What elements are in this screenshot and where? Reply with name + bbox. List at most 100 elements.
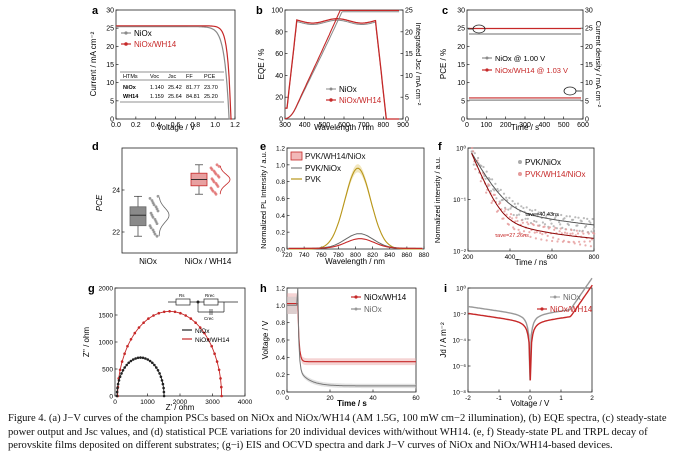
- nio-trpl-point: [589, 221, 592, 224]
- wh14-trpl-point: [574, 234, 577, 237]
- y-tick-label: 30: [106, 8, 114, 15]
- x-tick-label: 740: [299, 252, 310, 259]
- nio-trpl-point: [538, 224, 541, 227]
- x-tick-label: 400: [538, 122, 550, 129]
- y-tick-label: 100: [271, 8, 283, 15]
- wh14-trpl-point: [570, 228, 573, 232]
- nio-trpl-point: [578, 229, 581, 232]
- nio-trpl-point: [590, 230, 593, 233]
- x-tick-label: 20: [326, 395, 334, 402]
- pce-box-chart: d 22 24 NiOx NiOx / WH14 PCE: [92, 141, 238, 266]
- device-point: [154, 205, 158, 209]
- nio-trpl-point: [565, 215, 568, 218]
- x-tick-label: -1: [496, 395, 502, 402]
- wh14-trpl-point: [590, 238, 594, 241]
- eis-chart: g 0 1000 2000 3000 4000 0 500 1000 1500 2000 Rs R…: [82, 283, 253, 412]
- category-wh14: NiOx / WH14: [185, 257, 232, 266]
- tau-wh14-annotation: τave=27.26ns: [495, 233, 529, 239]
- x-tick-label: 860: [401, 252, 412, 259]
- wh14-trpl-point: [568, 241, 571, 244]
- legend-nio: NiOx: [339, 85, 357, 94]
- nio-trpl-point: [582, 217, 585, 220]
- wh14-trpl-point: [508, 216, 511, 219]
- nio-trpl-point: [568, 215, 571, 218]
- circuit-rs: Rs: [179, 293, 185, 298]
- wh14-trpl-point: [544, 232, 547, 235]
- x-tick-label: 0: [285, 395, 289, 402]
- x-axis-label: Voltage / V: [511, 399, 550, 408]
- nio-trpl-point: [588, 220, 591, 223]
- y-tick-label: 80: [275, 29, 283, 36]
- legend-nio: PVK/NiOx: [305, 164, 341, 173]
- y-tick-label: 20: [275, 95, 283, 102]
- x-tick-label: 800: [377, 122, 389, 129]
- panel-g: g 0 1000 2000 3000 4000 0 500 1000 1500 2000 Rs R…: [80, 280, 255, 412]
- device-point: [156, 209, 160, 213]
- y-tick-label: 0: [109, 394, 113, 401]
- y-axis-label: PCE / %: [439, 49, 448, 79]
- nio-trpl-point: [543, 223, 547, 226]
- x-tick-label: 300: [279, 122, 291, 129]
- wh14-trpl-point: [514, 220, 517, 223]
- wh14-trpl-point: [579, 243, 582, 246]
- wh14-trpl-point: [503, 210, 506, 213]
- y-tick-label: 0: [461, 117, 465, 124]
- device-point: [210, 168, 214, 171]
- wh14-pl-curve: [288, 238, 423, 249]
- nio-trpl-point: [521, 218, 524, 221]
- nio-trpl-point: [520, 205, 523, 208]
- nio-trpl-point: [581, 229, 584, 232]
- legend-wh14: NiOx/WH14: [195, 337, 230, 344]
- wh14-trpl-point: [543, 225, 546, 228]
- wh14-trpl-point: [522, 230, 526, 233]
- x-axis-label: Z' / ohm: [166, 403, 195, 412]
- nio-trpl-point: [548, 212, 551, 216]
- legend: NiOx @ 1.00 V NiOx/WH14 @ 1.03 V: [482, 54, 568, 75]
- y-axis-label: Z'' / ohm: [82, 327, 91, 358]
- nio-trpl-point: [491, 178, 494, 181]
- legend-nio: NiOx @ 1.00 V: [495, 54, 545, 63]
- y-tick-label: 10⁻²: [453, 312, 467, 319]
- y-tick-label: 1.0: [276, 303, 285, 310]
- wh14-trpl-point: [573, 242, 576, 245]
- wh14-trpl-point: [569, 232, 572, 235]
- wh14-ocvd-curve: [287, 303, 416, 363]
- y-tick-label: 0.0: [276, 247, 285, 254]
- panel-i: i -2 -1 0 1 2 10⁻⁸ 10⁻⁶ 10⁻⁴ 10⁻² 10⁰ NiOx NiOx/W…: [430, 277, 600, 412]
- y-tick-label: 30: [457, 8, 465, 15]
- device-point: [212, 180, 216, 184]
- nio-trpl-point: [554, 215, 557, 218]
- panel-label-h: h: [260, 283, 267, 295]
- circuit-crec: Crec: [204, 316, 214, 321]
- x-tick-label: 0.8: [190, 122, 200, 129]
- x-tick-label: 1.0: [210, 122, 220, 129]
- wh14-jv-curve: [116, 25, 232, 120]
- y-tick-label: 0.8: [276, 320, 285, 327]
- device-point: [211, 189, 215, 193]
- nio-trpl-point: [561, 226, 564, 229]
- x-tick-label: 300: [519, 122, 531, 129]
- y-tick-label: 0: [279, 117, 283, 124]
- nio-trpl-point: [472, 163, 475, 166]
- y-tick-label: 2000: [99, 286, 114, 293]
- y-tick-label: 1.2: [276, 146, 285, 153]
- y-tick-label: 20: [106, 44, 114, 51]
- y-tick-label: 10⁻²: [453, 249, 467, 256]
- nio-trpl-point: [515, 214, 519, 217]
- device-point: [150, 213, 154, 217]
- density-curve: [219, 165, 231, 195]
- table-cell: 25.64: [168, 94, 182, 100]
- wh14-trpl-point: [528, 231, 531, 234]
- nio-trpl-point: [567, 223, 570, 227]
- nio-trpl-point: [518, 213, 521, 216]
- wh14-trpl-point: [499, 201, 502, 205]
- nio-trpl-point: [592, 227, 595, 230]
- x-tick-label: 760: [316, 252, 327, 259]
- table-header: PCE: [204, 74, 216, 80]
- wh14-trpl-point: [553, 228, 556, 231]
- nio-trpl-point: [489, 189, 493, 193]
- x-tick-label: 0: [465, 122, 469, 129]
- y-tick-label: 10⁻⁶: [453, 364, 467, 371]
- y-tick-label: 10: [457, 80, 465, 87]
- nio-trpl-point: [482, 165, 485, 169]
